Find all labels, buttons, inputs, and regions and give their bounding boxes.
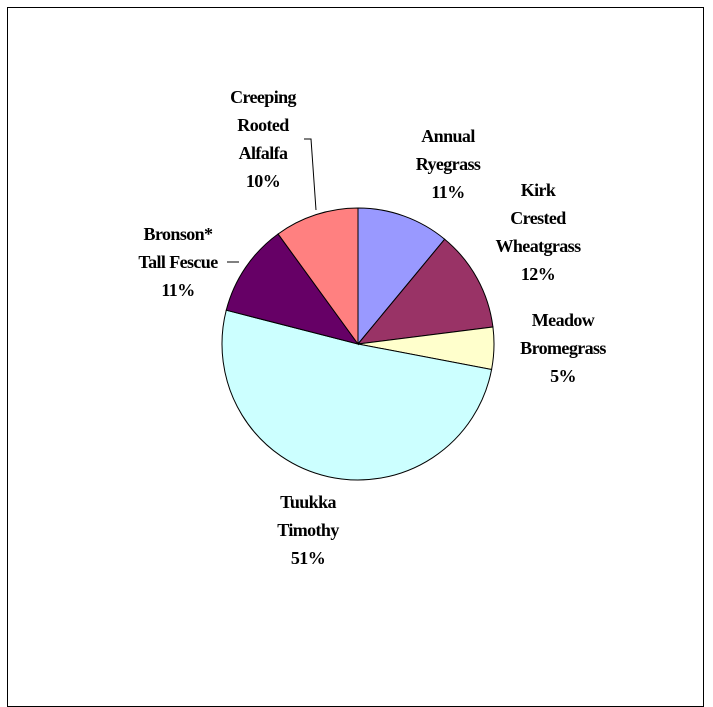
slice-label-line: Rooted [237,115,289,135]
slice-label-line: Bronson* [144,224,213,244]
slice-label-line: Meadow [532,310,595,330]
slice-labels: Annual Ryegrass 11% Kirk Crested Wheatgrass 12… [138,87,607,568]
slice-label-line: Bromegrass [520,338,606,358]
slice-label-line: Timothy [277,520,339,540]
slice-label-line: Ryegrass [416,154,481,174]
slice-label-line: 11% [161,280,194,300]
slice-label-line: Creeping [230,87,296,107]
slice-label-line: 11% [431,182,464,202]
pie-slice-bronson-tall-fescue [225,233,360,345]
slice-label-creeping-rooted-alfalfa: Creeping Rooted Alfalfa 10% [230,87,296,191]
pie-slice-tuukka-timothy [221,309,493,481]
slice-label-line: Tall Fescue [138,252,218,272]
slice-label-line: 10% [246,171,280,191]
slice-label-line: Tuukka [280,492,336,512]
slice-label-line: Kirk [521,180,556,200]
slice-label-line: 51% [291,548,325,568]
pie-slice-kirk-crested-wheatgrass [356,238,494,345]
slice-label-line: Alfalfa [239,143,288,163]
slice-label-line: 12% [521,264,555,284]
leader-line-creeping-rooted-alfalfa [304,138,317,211]
slice-label-kirk-crested-wheatgrass: Kirk Crested Wheatgrass 12% [496,180,582,284]
slice-label-line: Crested [510,208,566,228]
pie-slice-creeping-rooted-alfalfa [277,207,359,346]
pie-slices [221,207,495,481]
slice-label-line: Wheatgrass [496,236,582,256]
slice-label-bronson-tall-fescue: Bronson* Tall Fescue 11% [138,224,218,300]
slice-label-meadow-bromegrass: Meadow Bromegrass 5% [520,310,606,386]
pie-chart: Annual Ryegrass 11% Kirk Crested Wheatgrass 12… [138,87,607,568]
pie-slice-annual-ryegrass [357,207,446,346]
slice-label-line: 5% [550,366,576,386]
leader-lines [227,138,317,263]
slice-label-line: Annual [421,126,475,146]
slice-label-tuukka-timothy: Tuukka Timothy 51% [277,492,339,568]
slice-label-annual-ryegrass: Annual Ryegrass 11% [416,126,481,202]
